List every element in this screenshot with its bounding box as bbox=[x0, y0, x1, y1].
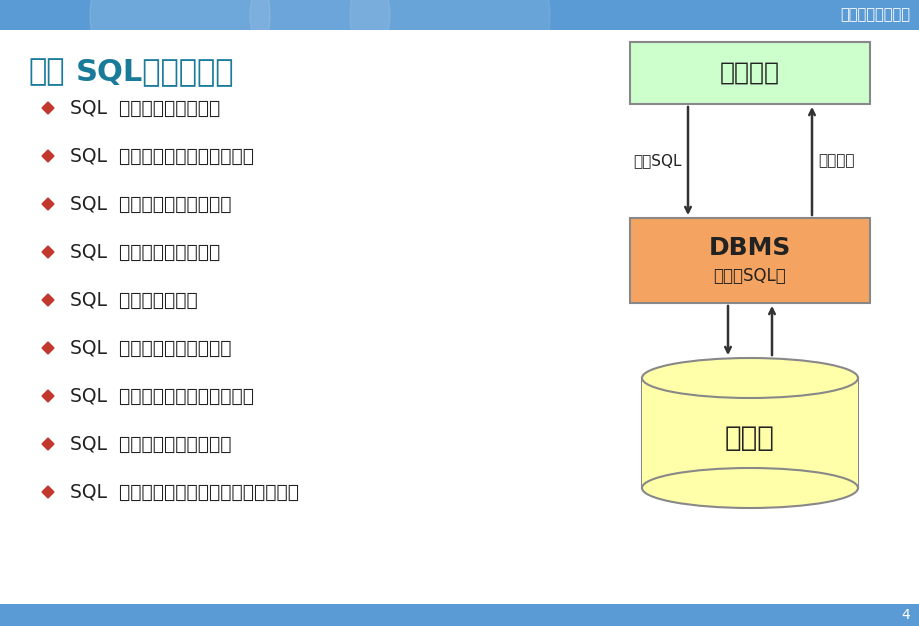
Text: 四、: 四、 bbox=[28, 58, 64, 86]
Circle shape bbox=[90, 0, 269, 105]
Polygon shape bbox=[42, 198, 54, 210]
Text: SQL  可从数据库取回数据: SQL 可从数据库取回数据 bbox=[70, 98, 220, 118]
Polygon shape bbox=[42, 102, 54, 114]
Text: DBMS: DBMS bbox=[708, 236, 790, 260]
Text: SQL能做什么？: SQL能做什么？ bbox=[76, 58, 234, 86]
Polygon shape bbox=[42, 294, 54, 306]
Text: SQL  可更新数据库中的数据: SQL 可更新数据库中的数据 bbox=[70, 195, 232, 213]
Text: 数据库原理及应用: 数据库原理及应用 bbox=[839, 8, 909, 23]
Polygon shape bbox=[42, 438, 54, 450]
Text: 数据库: 数据库 bbox=[724, 424, 774, 452]
Text: 返回结果: 返回结果 bbox=[817, 153, 854, 168]
Bar bbox=[641, 378, 643, 488]
Ellipse shape bbox=[641, 358, 857, 398]
Polygon shape bbox=[42, 390, 54, 402]
Bar bbox=[0, 0, 919, 30]
Text: 提交SQL: 提交SQL bbox=[633, 153, 681, 168]
Polygon shape bbox=[42, 246, 54, 258]
Bar bbox=[641, 378, 857, 488]
Bar bbox=[856, 378, 857, 488]
Text: SQL  可在数据库中创建新表: SQL 可在数据库中创建新表 bbox=[70, 339, 232, 357]
Text: （执行SQL）: （执行SQL） bbox=[713, 267, 786, 285]
Text: SQL  可以设置表、存储过程和视图的权限: SQL 可以设置表、存储过程和视图的权限 bbox=[70, 483, 299, 501]
Text: SQL  可在数据库中创建存储过程: SQL 可在数据库中创建存储过程 bbox=[70, 386, 254, 406]
Bar bbox=[630, 42, 869, 104]
Ellipse shape bbox=[641, 468, 857, 508]
Polygon shape bbox=[42, 486, 54, 498]
Circle shape bbox=[250, 0, 390, 85]
Polygon shape bbox=[42, 342, 54, 354]
Bar bbox=[630, 218, 869, 303]
Text: SQL  可在数据库中创建视图: SQL 可在数据库中创建视图 bbox=[70, 434, 232, 453]
Text: SQL  可在数据库中插入新的纪录: SQL 可在数据库中插入新的纪录 bbox=[70, 146, 254, 165]
Text: 4: 4 bbox=[901, 608, 909, 622]
Text: 应用程序: 应用程序 bbox=[720, 61, 779, 85]
Bar bbox=[0, 604, 919, 626]
Polygon shape bbox=[42, 150, 54, 162]
Text: SQL  可从数据库删除记录: SQL 可从数据库删除记录 bbox=[70, 242, 220, 262]
Circle shape bbox=[349, 0, 550, 115]
Text: SQL  可创建新数据库: SQL 可创建新数据库 bbox=[70, 290, 198, 309]
